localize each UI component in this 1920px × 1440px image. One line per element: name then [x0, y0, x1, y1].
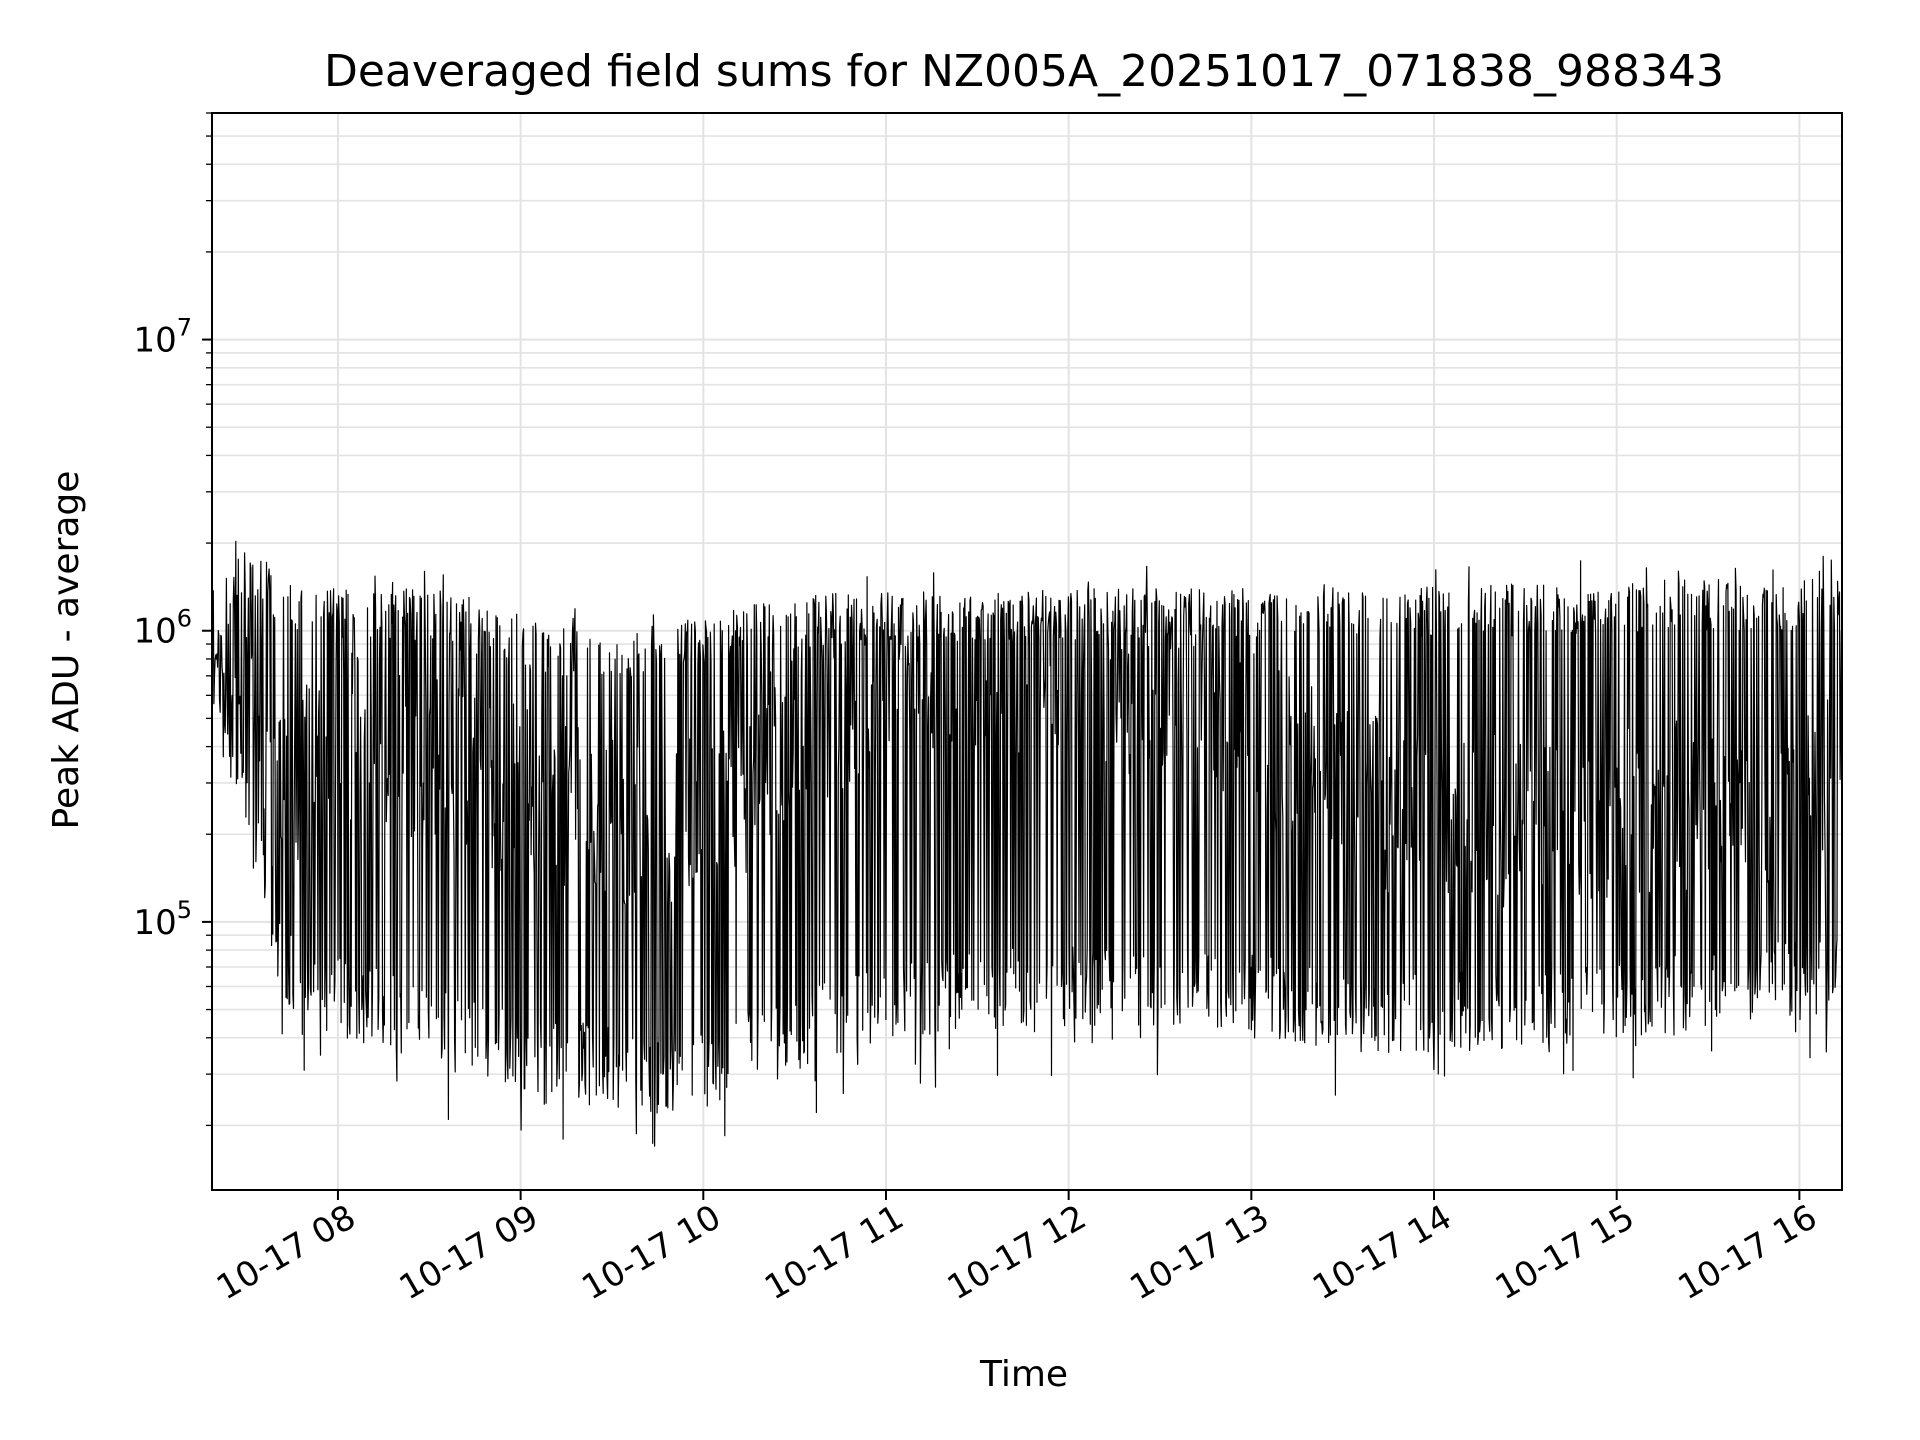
- y-tick-label: 107: [133, 314, 192, 361]
- y-axis-label: Peak ADU - average: [46, 471, 87, 830]
- plot-frame: [211, 112, 1843, 1191]
- y-axis: 105 106 107: [133, 112, 212, 1127]
- series-line: [211, 540, 1843, 1147]
- x-axis-label: Time: [979, 1354, 1068, 1395]
- series-path: [211, 540, 1843, 1147]
- y-tick-label: 106: [133, 605, 192, 652]
- chart-title: Deaveraged field sums for NZ005A_2025101…: [324, 46, 1724, 97]
- y-tick-label: 105: [133, 896, 192, 943]
